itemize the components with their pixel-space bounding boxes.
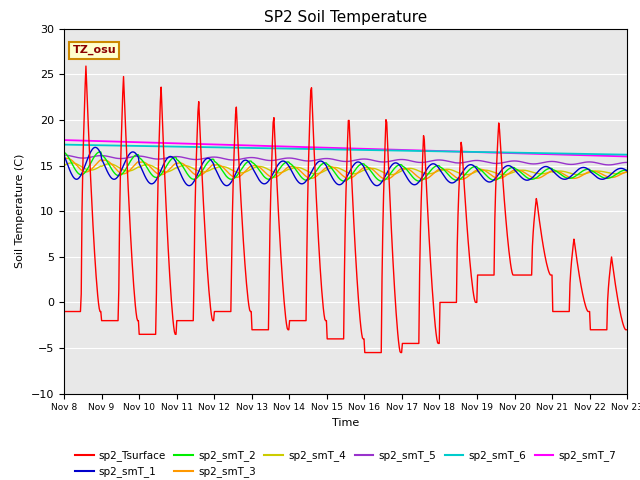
sp2_Tsurface [82, 63, 90, 69]
sp2_Tsurface [623, 327, 631, 333]
sp2_smT_2 [129, 155, 137, 160]
sp2_smT_6 [60, 142, 68, 147]
sp2_smT_6 [186, 144, 193, 150]
sp2_smT_2 [96, 149, 104, 155]
sp2_Tsurface [70, 309, 78, 314]
sp2_smT_4 [60, 163, 68, 168]
X-axis label: Time: Time [332, 418, 359, 428]
sp2_smT_4 [575, 172, 582, 178]
sp2_smT_5 [215, 155, 223, 160]
Line: sp2_smT_6: sp2_smT_6 [64, 144, 627, 155]
sp2_smT_5 [128, 154, 136, 160]
Line: sp2_smT_2: sp2_smT_2 [64, 152, 627, 181]
Line: sp2_smT_7: sp2_smT_7 [64, 140, 627, 156]
sp2_smT_3 [186, 168, 194, 173]
sp2_smT_7 [60, 137, 68, 143]
sp2_smT_1 [623, 168, 631, 174]
sp2_smT_3 [63, 156, 71, 161]
sp2_smT_5 [414, 159, 422, 165]
sp2_smT_3 [431, 169, 439, 175]
sp2_smT_3 [458, 176, 465, 182]
sp2_smT_1 [92, 144, 99, 150]
Line: sp2_smT_4: sp2_smT_4 [64, 163, 627, 175]
sp2_smT_4 [415, 168, 422, 174]
sp2_smT_6 [128, 143, 136, 149]
sp2_smT_5 [605, 162, 612, 168]
sp2_smT_2 [186, 175, 194, 180]
sp2_smT_1 [129, 149, 137, 155]
Y-axis label: Soil Temperature (C): Soil Temperature (C) [15, 154, 26, 268]
sp2_smT_3 [623, 168, 631, 174]
sp2_smT_2 [415, 178, 422, 184]
Line: sp2_smT_1: sp2_smT_1 [64, 147, 627, 186]
sp2_Tsurface [186, 318, 194, 324]
sp2_smT_2 [432, 163, 440, 169]
sp2_smT_2 [416, 178, 424, 184]
Text: TZ_osu: TZ_osu [72, 45, 116, 56]
sp2_smT_2 [70, 165, 78, 170]
sp2_smT_6 [623, 152, 631, 157]
sp2_smT_6 [431, 148, 438, 154]
sp2_Tsurface [129, 272, 137, 277]
sp2_smT_7 [414, 147, 422, 153]
sp2_smT_3 [71, 160, 79, 166]
sp2_smT_1 [186, 183, 193, 189]
sp2_smT_7 [128, 139, 136, 145]
sp2_smT_1 [432, 162, 440, 168]
Line: sp2_smT_3: sp2_smT_3 [64, 158, 627, 179]
sp2_smT_3 [60, 156, 68, 162]
sp2_smT_4 [431, 169, 439, 175]
sp2_smT_3 [216, 162, 224, 168]
sp2_smT_5 [70, 154, 78, 160]
sp2_smT_1 [416, 178, 424, 184]
Title: SP2 Soil Temperature: SP2 Soil Temperature [264, 10, 428, 25]
sp2_smT_7 [186, 141, 193, 146]
sp2_smT_7 [215, 142, 223, 147]
sp2_smT_5 [60, 152, 68, 158]
sp2_Tsurface [60, 309, 68, 314]
sp2_smT_1 [217, 177, 225, 182]
sp2_smT_5 [623, 159, 631, 165]
sp2_smT_4 [129, 167, 137, 173]
sp2_Tsurface [216, 309, 224, 314]
sp2_smT_4 [623, 169, 631, 175]
sp2_smT_4 [68, 160, 76, 166]
sp2_smT_7 [70, 137, 78, 143]
sp2_Tsurface [416, 271, 424, 277]
sp2_Tsurface [361, 349, 369, 355]
sp2_smT_3 [129, 164, 137, 170]
Line: sp2_Tsurface: sp2_Tsurface [64, 66, 627, 352]
Line: sp2_smT_5: sp2_smT_5 [64, 155, 627, 165]
sp2_smT_6 [414, 148, 422, 154]
sp2_smT_2 [216, 164, 224, 170]
sp2_smT_7 [623, 154, 631, 159]
sp2_smT_1 [60, 153, 68, 158]
sp2_smT_1 [70, 175, 78, 181]
sp2_smT_1 [187, 182, 195, 188]
sp2_smT_2 [60, 149, 68, 155]
sp2_smT_3 [415, 175, 422, 180]
sp2_Tsurface [432, 331, 440, 336]
sp2_smT_5 [431, 157, 438, 163]
sp2_smT_5 [186, 156, 193, 162]
sp2_smT_6 [70, 142, 78, 148]
sp2_smT_4 [71, 160, 79, 166]
sp2_smT_2 [623, 168, 631, 173]
Legend: sp2_Tsurface, sp2_smT_1, sp2_smT_2, sp2_smT_3, sp2_smT_4, sp2_smT_5, sp2_smT_6, : sp2_Tsurface, sp2_smT_1, sp2_smT_2, sp2_… [71, 446, 620, 480]
sp2_smT_7 [431, 148, 438, 154]
sp2_smT_4 [186, 164, 194, 170]
sp2_smT_4 [216, 164, 224, 169]
sp2_smT_6 [215, 144, 223, 150]
